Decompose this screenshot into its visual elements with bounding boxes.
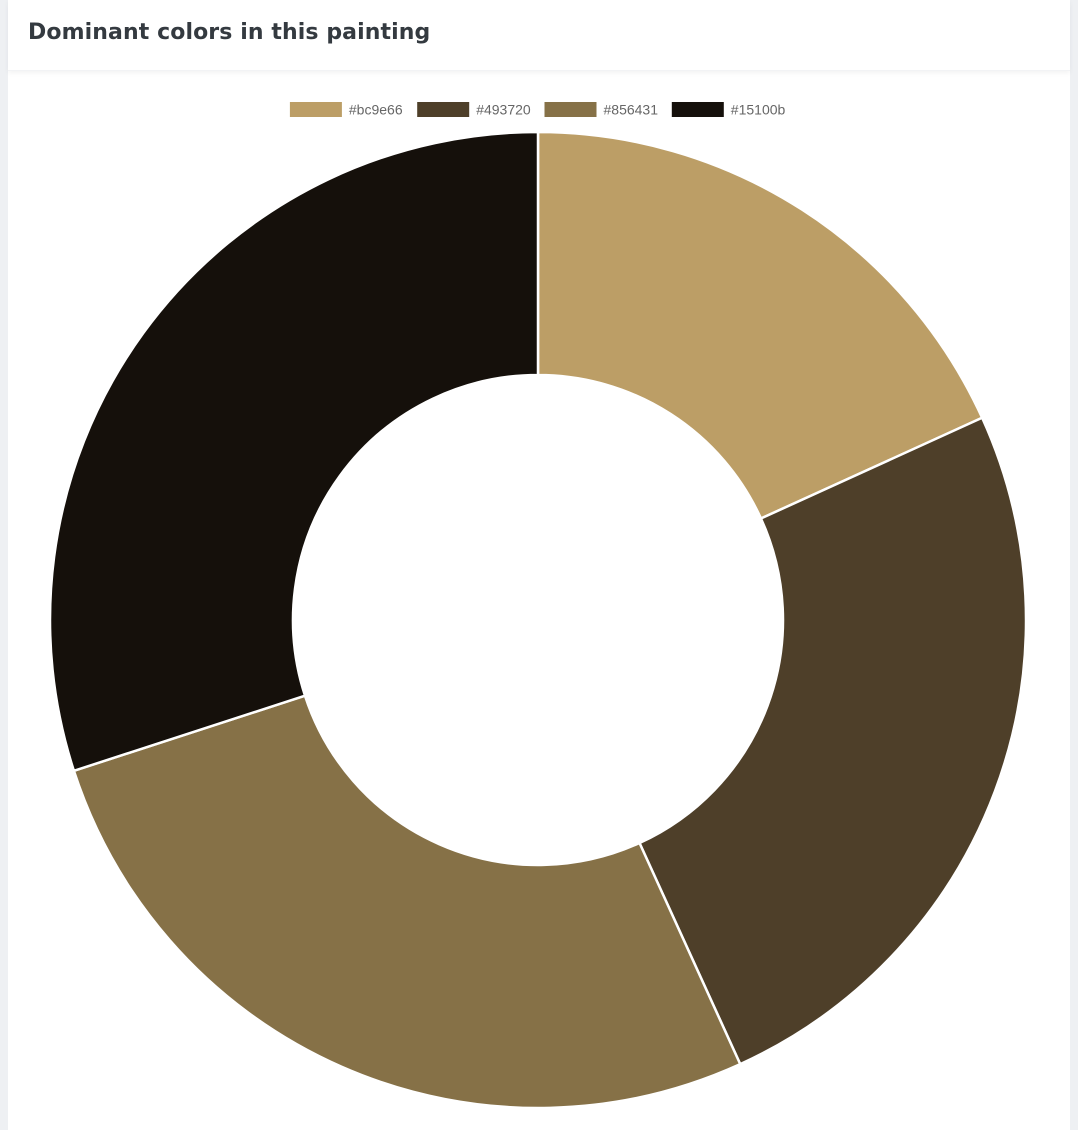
legend-swatch-4 [671,102,724,117]
card-title: Dominant colors in this painting [28,20,431,45]
legend-label-1: #bc9e66 [349,102,403,118]
chart-legend: #bc9e66 #493720 #856431 #15100b [289,102,786,118]
legend-swatch-3 [544,102,597,117]
slice-4[interactable] [48,130,540,773]
legend-label-3: #856431 [604,102,659,118]
card-header: Dominant colors in this painting [8,0,1070,71]
slice-1[interactable] [536,130,984,521]
legend-swatch-1 [289,102,342,117]
chart-slices [48,130,1028,1110]
legend-label-4: #15100b [731,102,786,118]
legend-item-1[interactable]: #bc9e66 [289,102,403,118]
legend-swatch-2 [417,102,470,117]
slice-2[interactable] [637,416,1028,1066]
legend-item-2[interactable]: #493720 [417,102,531,118]
slice-3[interactable] [72,694,742,1110]
legend-item-4[interactable]: #15100b [671,102,786,118]
legend-item-3[interactable]: #856431 [544,102,659,118]
legend-label-2: #493720 [476,102,531,118]
